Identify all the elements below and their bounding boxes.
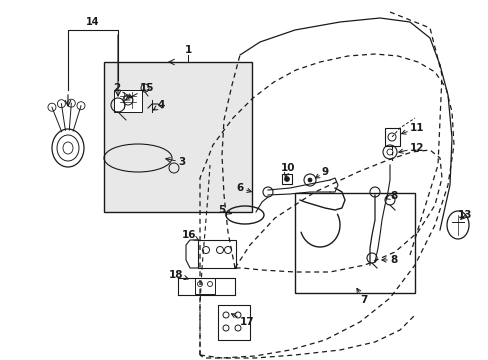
Bar xyxy=(195,278,215,294)
Text: 7: 7 xyxy=(356,288,366,305)
Text: 18: 18 xyxy=(168,270,188,280)
Bar xyxy=(104,62,251,212)
Text: 11: 11 xyxy=(401,123,424,134)
Bar xyxy=(384,128,399,146)
Text: 3: 3 xyxy=(165,157,185,167)
Text: 1: 1 xyxy=(184,45,191,55)
Text: 17: 17 xyxy=(231,314,254,327)
Text: 2: 2 xyxy=(113,83,131,98)
Text: 15: 15 xyxy=(125,83,154,100)
Text: 6: 6 xyxy=(236,183,251,193)
Bar xyxy=(198,240,236,268)
Text: 13: 13 xyxy=(457,210,471,220)
Circle shape xyxy=(307,178,311,182)
Text: 8: 8 xyxy=(385,191,396,201)
Text: 12: 12 xyxy=(398,143,424,153)
Text: 16: 16 xyxy=(181,230,199,240)
Text: 9: 9 xyxy=(315,167,328,178)
Text: 4: 4 xyxy=(153,100,165,110)
Bar xyxy=(282,174,291,184)
Bar xyxy=(294,193,414,293)
Circle shape xyxy=(284,176,289,181)
Text: 5: 5 xyxy=(217,205,231,215)
Bar xyxy=(218,305,249,340)
Text: 10: 10 xyxy=(280,163,294,177)
Text: 8: 8 xyxy=(381,255,396,265)
Text: 14: 14 xyxy=(86,17,100,27)
Bar xyxy=(114,90,142,112)
